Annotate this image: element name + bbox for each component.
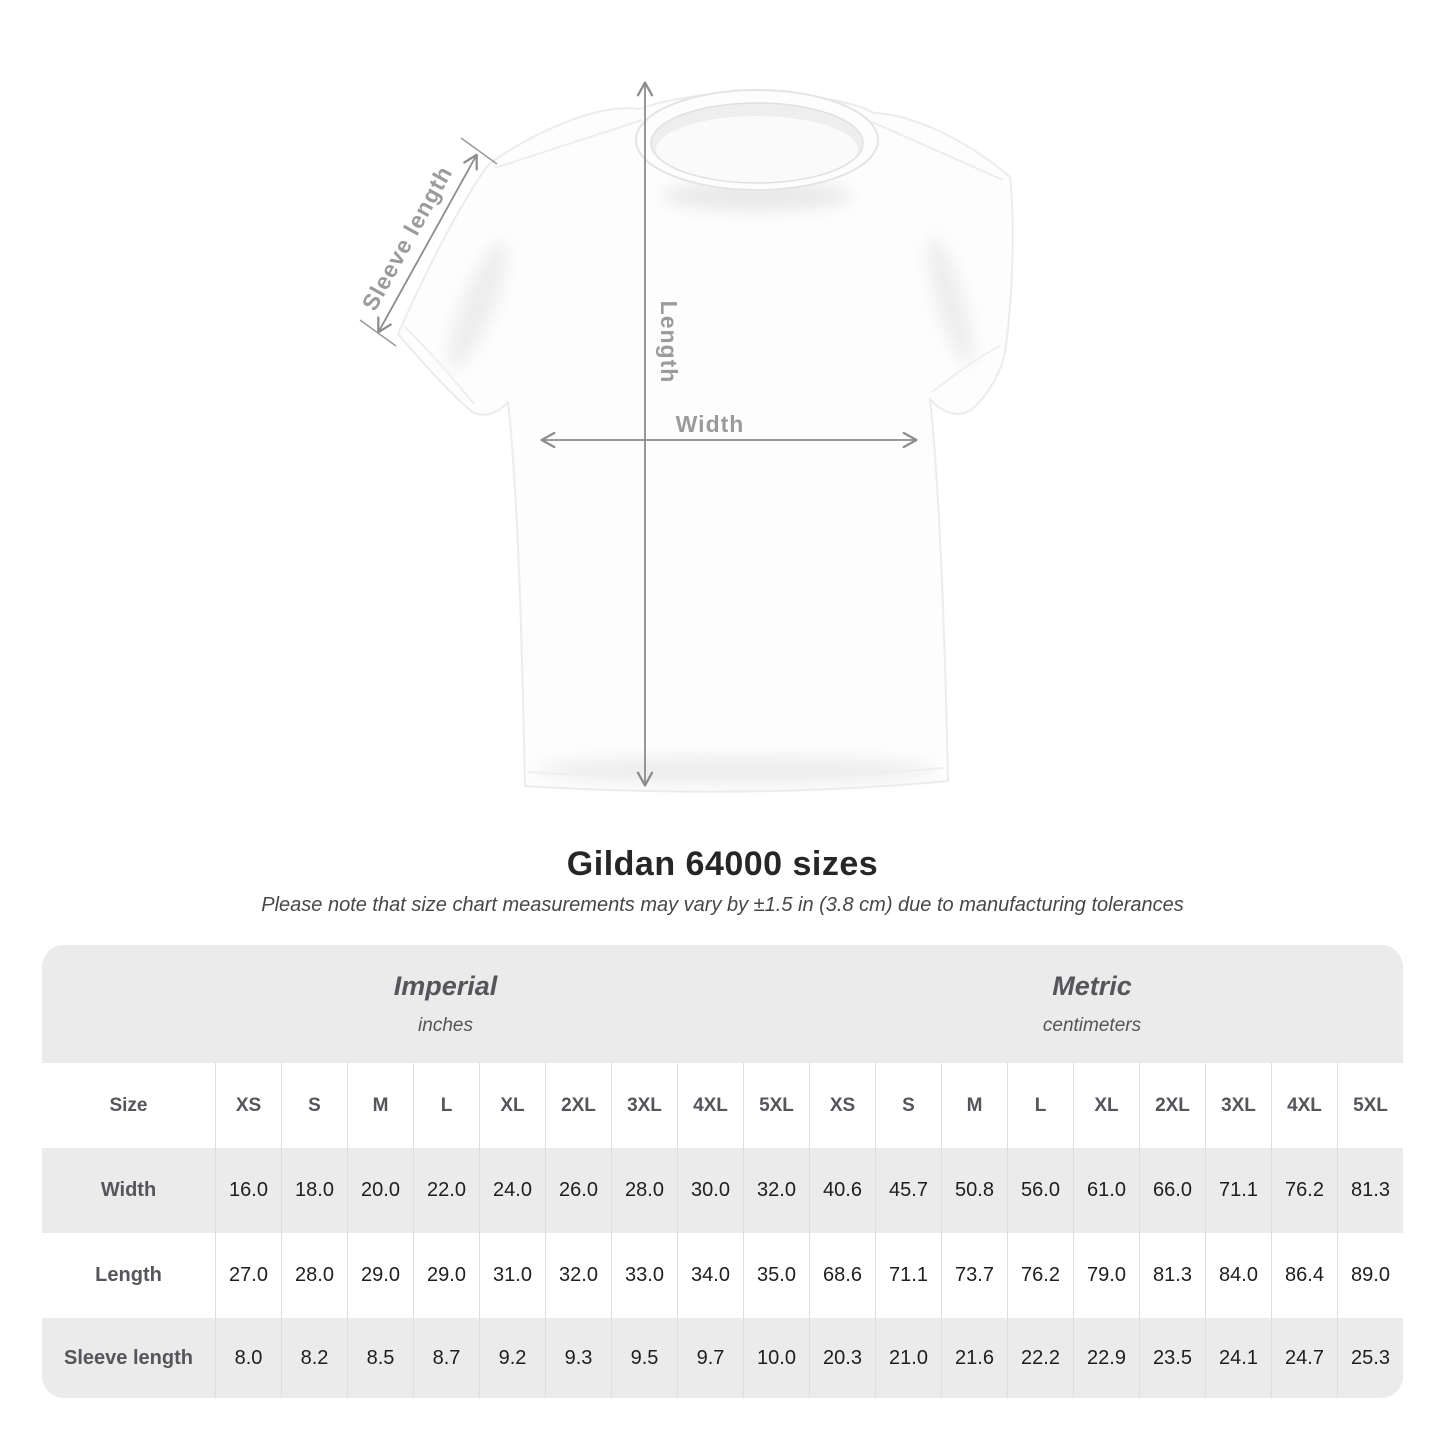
measurement-value-cell: 56.0 [1007, 1148, 1073, 1233]
measurement-value-cell: 29.0 [413, 1233, 479, 1318]
measurement-value-cell: 76.2 [1271, 1148, 1337, 1233]
measurement-value-cell: 73.7 [941, 1233, 1007, 1318]
measurement-value-cell: 29.0 [347, 1233, 413, 1318]
size-header-cell: XL [1073, 1063, 1139, 1148]
measurement-value-cell: 32.0 [743, 1148, 809, 1233]
measurement-value-cell: 22.0 [413, 1148, 479, 1233]
length-label: Length [656, 301, 682, 384]
measurement-value-cell: 21.6 [941, 1318, 1007, 1398]
measurement-value-cell: 22.2 [1007, 1318, 1073, 1398]
measurement-value-cell: 8.7 [413, 1318, 479, 1398]
size-header-cell: 3XL [611, 1063, 677, 1148]
measurement-value-cell: 27.0 [215, 1233, 281, 1318]
measurement-value-cell: 26.0 [545, 1148, 611, 1233]
sleeve-extension-tick-top [460, 137, 498, 165]
size-table: Imperial inches Metric centimeters Size X… [42, 945, 1403, 1398]
measurement-value-cell: 30.0 [677, 1148, 743, 1233]
page-title: Gildan 64000 sizes [566, 845, 879, 883]
tshirt-size-diagram: Width Length Sleeve length [357, 81, 1014, 793]
measurement-value-cell: 35.0 [743, 1233, 809, 1318]
size-header-cell: XL [479, 1063, 545, 1148]
measurement-value-cell: 9.5 [611, 1318, 677, 1398]
measurement-value-cell: 45.7 [875, 1148, 941, 1233]
measurement-value-cell: 8.2 [281, 1318, 347, 1398]
measurement-value-cell: 18.0 [281, 1148, 347, 1233]
measurement-value-cell: 66.0 [1139, 1148, 1205, 1233]
measurement-value-cell: 24.0 [479, 1148, 545, 1233]
metric-title: Metric [1052, 971, 1132, 1001]
unit-header: Imperial inches Metric centimeters [42, 945, 1403, 1063]
width-label: Width [676, 411, 745, 437]
measurement-value-cell: 16.0 [215, 1148, 281, 1233]
size-header-cell: 5XL [743, 1063, 809, 1148]
measurement-value-cell: 20.3 [809, 1318, 875, 1398]
metric-unit-label: centimeters [1042, 1015, 1142, 1036]
measurement-value-cell: 33.0 [611, 1233, 677, 1318]
measurement-value-cell: 68.6 [809, 1233, 875, 1318]
measurement-value-cell: 28.0 [611, 1148, 677, 1233]
imperial-title: Imperial [393, 971, 498, 1001]
measurement-value-cell: 25.3 [1337, 1318, 1403, 1398]
size-header-cell: 2XL [1139, 1063, 1205, 1148]
measurement-value-cell: 9.3 [545, 1318, 611, 1398]
measurement-value-cell: 89.0 [1337, 1233, 1403, 1318]
measurement-value-cell: 71.1 [875, 1233, 941, 1318]
measure-row-label: Length [42, 1233, 215, 1318]
measurement-value-cell: 23.5 [1139, 1318, 1205, 1398]
measurement-value-cell: 40.6 [809, 1148, 875, 1233]
measurement-value-cell: 31.0 [479, 1233, 545, 1318]
measurement-value-cell: 9.2 [479, 1318, 545, 1398]
size-header-cell: XS [215, 1063, 281, 1148]
measurement-value-cell: 32.0 [545, 1233, 611, 1318]
measurement-value-cell: 24.1 [1205, 1318, 1271, 1398]
metric-section-header: Metric centimeters [809, 945, 1403, 1063]
measurement-value-cell: 8.0 [215, 1318, 281, 1398]
measurement-value-cell: 50.8 [941, 1148, 1007, 1233]
size-header-cell: M [941, 1063, 1007, 1148]
measurement-value-cell: 71.1 [1205, 1148, 1271, 1233]
measurement-value-cell: 21.0 [875, 1318, 941, 1398]
measurement-value-cell: 61.0 [1073, 1148, 1139, 1233]
measurement-value-cell: 81.3 [1337, 1148, 1403, 1233]
measurement-value-cell: 76.2 [1007, 1233, 1073, 1318]
measurement-value-cell: 8.5 [347, 1318, 413, 1398]
size-header-cell: S [281, 1063, 347, 1148]
measure-row-label: Width [42, 1148, 215, 1233]
size-header-cell: 3XL [1205, 1063, 1271, 1148]
measure-row-label: Sleeve length [42, 1318, 215, 1398]
measurement-value-cell: 9.7 [677, 1318, 743, 1398]
size-header-cell: 4XL [677, 1063, 743, 1148]
measurement-value-cell: 22.9 [1073, 1318, 1139, 1398]
sleeve-extension-tick-bottom [359, 319, 397, 347]
size-header-cell: L [413, 1063, 479, 1148]
sleeve-length-arrow [377, 153, 478, 334]
measurement-value-cell: 81.3 [1139, 1233, 1205, 1318]
measurement-value-cell: 34.0 [677, 1233, 743, 1318]
size-header-cell: L [1007, 1063, 1073, 1148]
size-row-label: Size [42, 1063, 215, 1148]
size-grid: Size XS S M L XL 2XL 3XL 4XL 5XL XS S M L XL 2XL 3XL 4XL 5… [42, 1063, 1403, 1398]
measurement-value-cell: 84.0 [1205, 1233, 1271, 1318]
measurement-value-cell: 10.0 [743, 1318, 809, 1398]
imperial-unit-label: inches [418, 1015, 473, 1036]
measurement-value-cell: 86.4 [1271, 1233, 1337, 1318]
measurement-value-cell: 24.7 [1271, 1318, 1337, 1398]
size-header-cell: 5XL [1337, 1063, 1403, 1148]
imperial-section-header: Imperial inches [42, 945, 809, 1063]
size-header-cell: M [347, 1063, 413, 1148]
size-header-cell: XS [809, 1063, 875, 1148]
measurement-value-cell: 79.0 [1073, 1233, 1139, 1318]
size-header-cell: 2XL [545, 1063, 611, 1148]
size-header-cell: 4XL [1271, 1063, 1337, 1148]
tolerance-note: Please note that size chart measurements… [261, 894, 1184, 916]
measurement-value-cell: 28.0 [281, 1233, 347, 1318]
size-header-cell: S [875, 1063, 941, 1148]
measurement-value-cell: 20.0 [347, 1148, 413, 1233]
